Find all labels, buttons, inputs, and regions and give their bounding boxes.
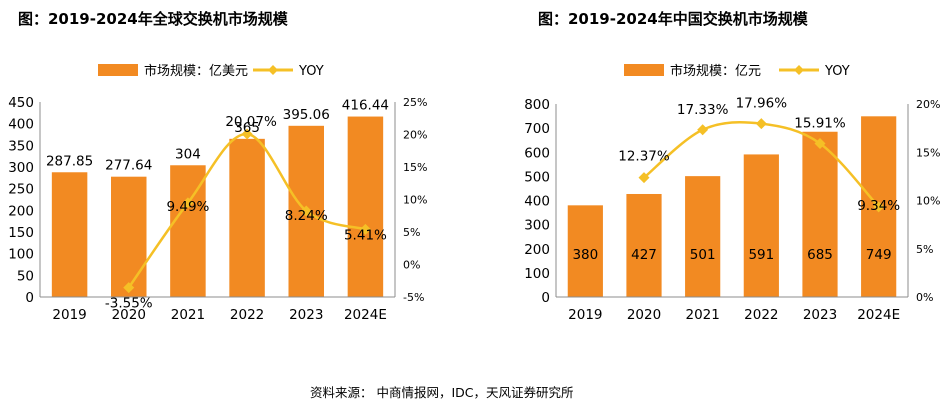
global-legend-line-marker: [268, 65, 278, 75]
global-yoy-marker-2022: [241, 128, 253, 140]
global-category-label: 2023: [289, 307, 323, 323]
china-bar-2020: [626, 193, 662, 297]
global-category-label: 2020: [112, 307, 146, 323]
china-yoy-marker-2024E: [873, 201, 885, 213]
global-switch-chart: 市场规模：亿美元 YOY 0 50 100 150 200 250 300 350 400 450 -5…: [8, 63, 427, 323]
china-category-label: 2020: [627, 307, 661, 323]
global-switch-chart-panel: 图：2019-2024年全球交换机市场规模 市场规模：亿美元 YOY 0 50 100 1…: [0, 0, 476, 370]
china-left-tick-label: 800: [524, 97, 550, 113]
global-category-label: 2021: [171, 307, 205, 323]
global-legend-bar-swatch: [98, 64, 138, 76]
china-left-tick-label: 100: [524, 266, 550, 282]
global-right-tick-label: 0%: [403, 259, 420, 272]
global-bar-value-label: 416.44: [342, 98, 389, 114]
china-left-tick-label: 500: [524, 169, 550, 185]
china-yoy-value-label: 9.34%: [857, 198, 900, 214]
china-switch-chart: 市场规模：亿元 YOY 0 100 200 300 400 500 600 700 800 0% 5% 1…: [524, 63, 940, 323]
global-yoy-value-label: 20.07%: [225, 114, 277, 130]
china-bar-2022: [743, 154, 779, 297]
china-left-tick-label: 700: [524, 121, 550, 137]
global-left-tick-label: 350: [8, 138, 34, 154]
global-bar-2022: [229, 138, 265, 297]
global-yoy-value-label: 8.24%: [285, 208, 328, 224]
global-right-tick-label: 10%: [403, 194, 427, 207]
china-yoy-marker-2021: [697, 124, 709, 136]
global-right-tick-label: -5%: [403, 291, 424, 304]
global-category-label: 2019: [52, 307, 86, 323]
china-bar-value-label: 427: [631, 247, 657, 263]
china-legend-bar-swatch: [624, 64, 664, 76]
china-yoy-value-label: 17.33%: [677, 102, 729, 118]
china-category-label: 2024E: [857, 307, 900, 323]
global-yoy-marker-2023: [300, 205, 312, 217]
global-left-tick-label: 300: [8, 160, 34, 176]
global-yoy-marker-2021: [182, 197, 194, 209]
global-bar-2020: [111, 176, 147, 297]
china-bar-value-label: 749: [866, 247, 892, 263]
china-left-tick-label: 0: [541, 290, 550, 306]
global-left-tick-label: 450: [8, 95, 34, 111]
china-yoy-marker-2023: [814, 137, 826, 149]
global-yoy-value-label: 5.41%: [344, 227, 387, 243]
china-right-tick-label: 10%: [916, 195, 940, 208]
china-bar-value-label: 591: [748, 247, 774, 263]
global-yoy-value-label: 9.49%: [166, 199, 209, 215]
global-left-tick-label: 400: [8, 117, 34, 133]
china-yoy-value-label: 12.37%: [618, 149, 670, 165]
global-legend-line-label: YOY: [298, 64, 324, 79]
china-category-label: 2021: [685, 307, 719, 323]
global-bar-value-label: 365: [234, 120, 260, 136]
global-left-tick-label: 200: [8, 203, 34, 219]
china-legend-bar-label: 市场规模：亿元: [670, 63, 761, 79]
global-bar-value-label: 304: [175, 146, 201, 162]
global-left-tick-label: 100: [8, 247, 34, 263]
china-right-tick-label: 5%: [916, 243, 933, 256]
china-left-tick-label: 300: [524, 218, 550, 234]
global-bar-value-label: 287.85: [46, 153, 93, 169]
china-bar-2021: [685, 176, 721, 297]
global-bar-value-label: 395.06: [283, 107, 330, 123]
china-right-tick-label: 20%: [916, 98, 940, 111]
china-right-tick-label: 0%: [916, 291, 933, 304]
global-right-tick-label: 15%: [403, 161, 427, 174]
china-left-tick-label: 600: [524, 145, 550, 161]
global-left-tick-label: 0: [25, 290, 34, 306]
global-category-label: 2024E: [344, 307, 387, 323]
global-bar-2019: [51, 172, 88, 297]
china-left-tick-label: 400: [524, 194, 550, 210]
global-yoy-marker-2020: [123, 282, 135, 294]
global-left-tick-label: 150: [8, 225, 34, 241]
china-category-label: 2019: [568, 307, 602, 323]
global-yoy-marker-2024E: [359, 223, 371, 235]
global-right-tick-label: 20%: [403, 129, 427, 142]
china-switch-chart-panel: 图：2019-2024年中国交换机市场规模 市场规模：亿元 YOY 0 100 200 3…: [476, 0, 951, 370]
china-yoy-marker-2022: [755, 118, 767, 130]
global-right-tick-label: 25%: [403, 96, 427, 109]
china-category-label: 2023: [803, 307, 837, 323]
china-chart-title: 图：2019-2024年中国交换机市场规模: [538, 10, 808, 28]
china-bar-2023: [802, 131, 838, 297]
global-left-tick-label: 50: [17, 268, 34, 284]
global-yoy-value-label: -3.55%: [105, 296, 153, 312]
china-yoy-marker-2020: [638, 172, 650, 184]
china-legend-line-label: YOY: [824, 64, 850, 79]
china-left-tick-label: 200: [524, 242, 550, 258]
global-bar-value-label: 277.64: [105, 158, 152, 174]
global-left-tick-label: 250: [8, 182, 34, 198]
china-yoy-value-label: 15.91%: [794, 115, 846, 131]
global-bar-2024E: [347, 116, 384, 297]
global-category-label: 2022: [230, 307, 264, 323]
china-bar-2019: [567, 205, 603, 297]
china-legend-line-marker: [794, 65, 804, 75]
global-chart-title: 图：2019-2024年全球交换机市场规模: [18, 10, 288, 28]
source-note: 资料来源： 中商情报网，IDC，天风证券研究所: [310, 385, 574, 400]
global-right-tick-label: 5%: [403, 226, 420, 239]
china-yoy-value-label: 17.96%: [736, 96, 788, 112]
global-legend-bar-label: 市场规模：亿美元: [144, 63, 248, 79]
china-category-label: 2022: [744, 307, 778, 323]
china-bar-value-label: 501: [690, 247, 716, 263]
china-bar-value-label: 380: [572, 247, 598, 263]
china-right-tick-label: 15%: [916, 146, 940, 159]
china-bar-value-label: 685: [807, 247, 833, 263]
